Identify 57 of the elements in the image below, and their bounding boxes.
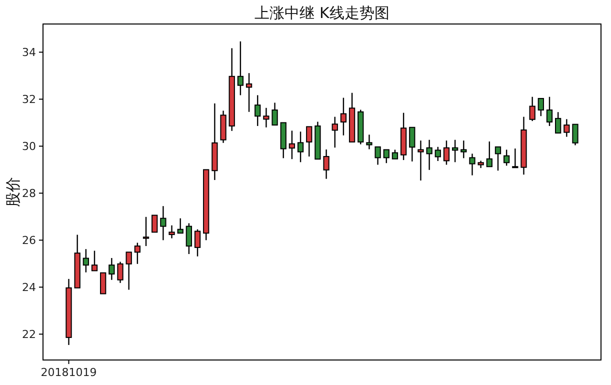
candlestick bbox=[366, 134, 372, 150]
y-tick-label: 26 bbox=[22, 234, 36, 248]
y-tick-label: 24 bbox=[22, 281, 36, 294]
candlestick bbox=[272, 102, 278, 126]
chart-title: 上涨中继 K线走势图 bbox=[254, 4, 390, 22]
candlestick bbox=[254, 94, 261, 127]
candlestick bbox=[555, 112, 562, 134]
candlestick bbox=[529, 96, 536, 122]
candlestick bbox=[297, 131, 304, 163]
candlestick bbox=[340, 97, 347, 136]
candlestick bbox=[134, 242, 141, 264]
candlestick bbox=[494, 146, 502, 172]
candlestick bbox=[177, 218, 184, 234]
candlestick bbox=[168, 224, 175, 239]
y-tick-label: 22 bbox=[22, 328, 36, 342]
y-tick-label: 32 bbox=[22, 93, 36, 106]
candlestick bbox=[126, 252, 132, 290]
candlestick bbox=[452, 139, 458, 163]
candlestick bbox=[117, 261, 124, 284]
y-axis-title: 股价 bbox=[4, 177, 22, 207]
candlestick bbox=[546, 96, 553, 127]
candlestick bbox=[82, 248, 89, 273]
candlestick bbox=[237, 40, 244, 96]
candlestick bbox=[194, 228, 201, 257]
candlestick bbox=[460, 140, 467, 159]
candlestick bbox=[246, 72, 252, 112]
x-tick-label: 20181019 bbox=[40, 366, 97, 379]
candlestick bbox=[564, 118, 570, 138]
candlestick bbox=[443, 140, 450, 166]
candlestick bbox=[263, 107, 270, 128]
candlestick bbox=[434, 146, 441, 162]
candlestick bbox=[374, 146, 381, 166]
candlestick bbox=[323, 148, 330, 180]
candlestick bbox=[332, 116, 338, 148]
candlestick bbox=[409, 126, 416, 162]
y-tick-label: 30 bbox=[22, 140, 36, 154]
candlestick bbox=[142, 216, 150, 247]
y-tick-label: 34 bbox=[22, 46, 36, 60]
candlestick bbox=[383, 149, 390, 164]
candlestick bbox=[392, 149, 398, 160]
candlestick bbox=[152, 214, 158, 233]
candlestick bbox=[100, 272, 106, 294]
y-tick-label: 28 bbox=[22, 187, 36, 200]
candlestick bbox=[306, 126, 312, 158]
candlestick bbox=[288, 130, 296, 160]
candlestick bbox=[572, 124, 578, 146]
candlestick bbox=[503, 149, 510, 166]
candlestick bbox=[160, 206, 166, 241]
candlestick bbox=[469, 153, 476, 176]
candlestick bbox=[426, 139, 432, 171]
candlestick bbox=[91, 250, 98, 272]
candlestick bbox=[538, 98, 544, 117]
candlestick bbox=[186, 222, 192, 255]
candlestick bbox=[108, 257, 115, 280]
candlestick bbox=[418, 140, 424, 182]
candlestick bbox=[486, 140, 492, 168]
candlestick bbox=[512, 148, 518, 168]
